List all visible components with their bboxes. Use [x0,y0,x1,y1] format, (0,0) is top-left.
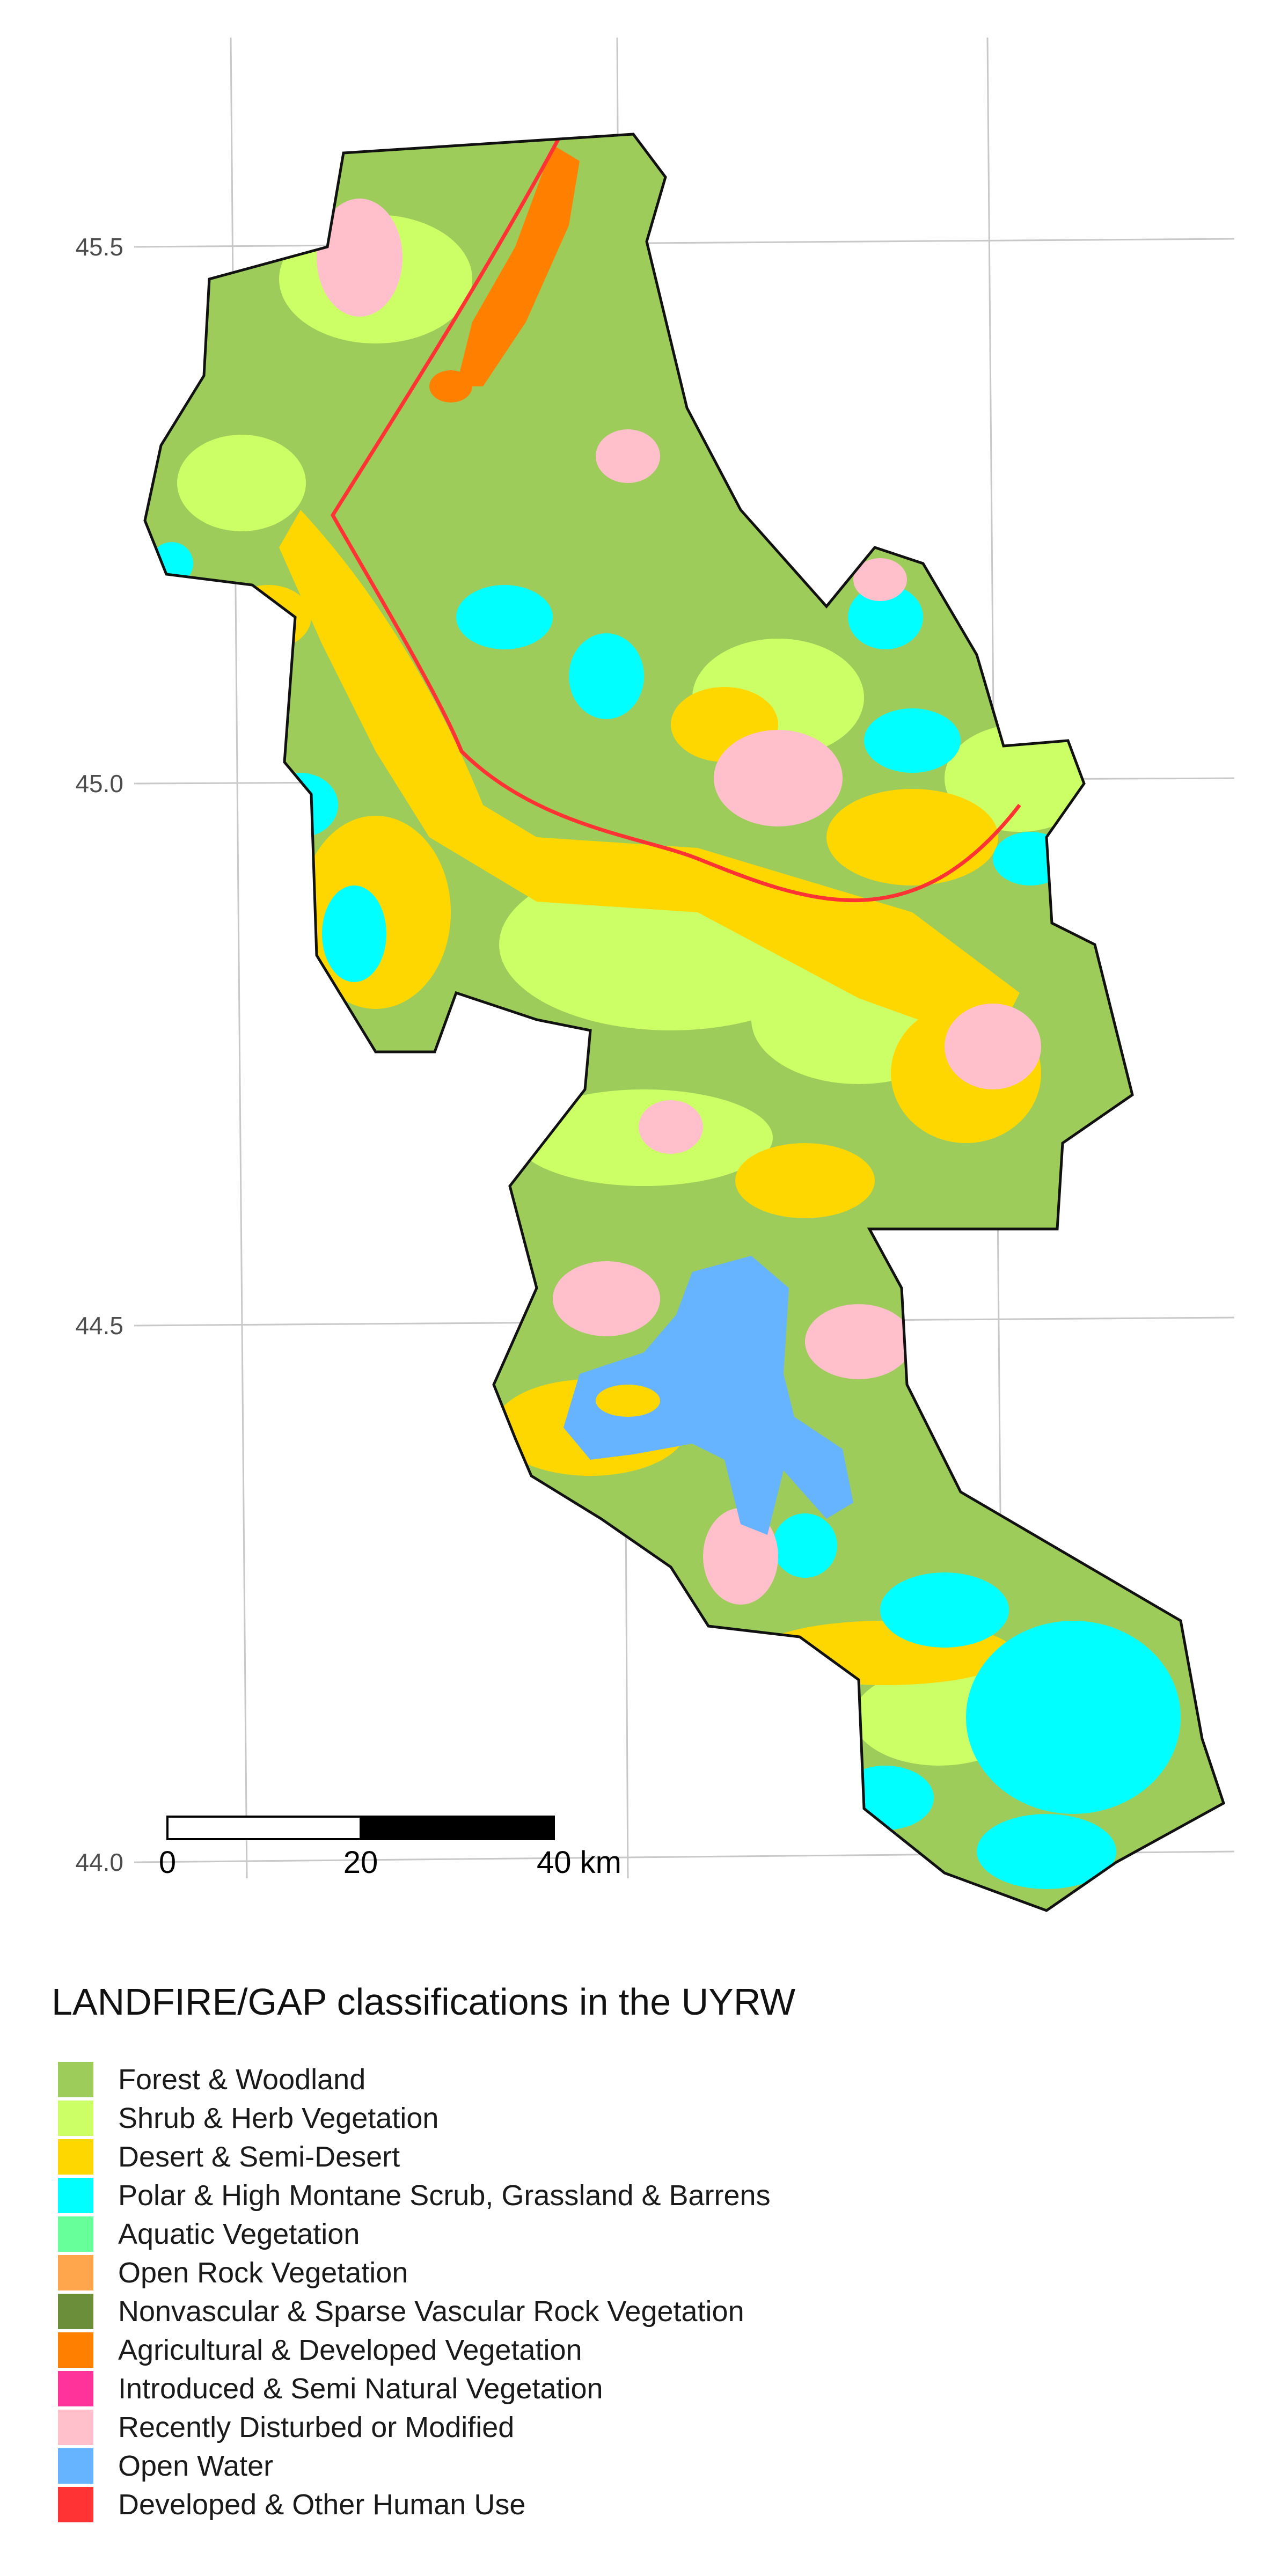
legend-item: Agricultural & Developed Vegetation [58,2331,1239,2370]
map-panel: 45.5 45.0 44.5 44.0 -111.0 -110.5 -110.0… [75,37,1235,1932]
y-tick-label: 44.5 [75,1312,123,1340]
legend-title: LANDFIRE/GAP classifications in the UYRW [52,1981,796,2023]
legend-item-label: Introduced & Semi Natural Vegetation [118,2373,603,2405]
legend-item: Nonvascular & Sparse Vascular Rock Veget… [58,2293,1239,2331]
legend-item: Open Rock Vegetation [58,2254,1239,2293]
legend-item-label: Open Water [118,2450,274,2482]
legend-color-swatch [58,2332,93,2368]
legend-list: Forest & Woodland Shrub & Herb Vegetation… [58,2061,1239,2524]
legend-item-label: Desert & Semi-Desert [118,2141,400,2173]
legend-item: Forest & Woodland [58,2061,1239,2099]
legend-item: Recently Disturbed or Modified [58,2409,1239,2447]
x-tick-label: -110.0 [975,1931,1043,1932]
y-tick-label: 44.0 [75,1848,123,1876]
legend-color-swatch [58,2371,93,2406]
legend-item-label: Aquatic Vegetation [118,2218,360,2250]
legend-item-label: Polar & High Montane Scrub, Grassland & … [118,2179,771,2212]
x-tick-label: -111.0 [203,1931,269,1932]
legend-item: Shrub & Herb Vegetation [58,2099,1239,2138]
y-tick-label: 45.5 [75,233,123,261]
scale-bar-label: 0 [159,1845,176,1880]
legend-item-label: Developed & Other Human Use [118,2489,526,2521]
legend-color-swatch [58,2255,93,2290]
legend-item-label: Nonvascular & Sparse Vascular Rock Veget… [118,2295,744,2328]
scale-bar-label: 40 km [537,1845,621,1880]
legend-color-swatch [58,2062,93,2097]
legend-item-label: Shrub & Herb Vegetation [118,2102,439,2134]
x-tick-label: -110.5 [588,1931,656,1932]
legend-color-swatch [58,2448,93,2484]
scale-bar-label: 20 [343,1845,378,1880]
landcover-map [145,134,1224,1911]
legend-color-swatch [58,2139,93,2175]
y-tick-label: 45.0 [75,770,123,797]
legend: LANDFIRE/GAP classifications in the UYRW… [0,1953,1288,2576]
legend-item: Desert & Semi-Desert [58,2138,1239,2177]
legend-item: Introduced & Semi Natural Vegetation [58,2370,1239,2409]
legend-item: Developed & Other Human Use [58,2486,1239,2524]
legend-color-swatch [58,2410,93,2445]
legend-item-label: Recently Disturbed or Modified [118,2411,515,2443]
legend-item-label: Open Rock Vegetation [118,2257,408,2289]
legend-color-swatch [58,2216,93,2252]
legend-color-swatch [58,2101,93,2136]
legend-color-swatch [58,2487,93,2522]
scale-bar: 0 20 40 km [159,1816,621,1880]
legend-item: Aquatic Vegetation [58,2215,1239,2254]
legend-item-label: Forest & Woodland [118,2063,366,2096]
legend-item: Polar & High Montane Scrub, Grassland & … [58,2177,1239,2215]
legend-item: Open Water [58,2447,1239,2486]
watershed-boundary [143,133,1226,1912]
legend-item-label: Agricultural & Developed Vegetation [118,2334,582,2366]
legend-color-swatch [58,2294,93,2329]
legend-color-swatch [58,2178,93,2213]
